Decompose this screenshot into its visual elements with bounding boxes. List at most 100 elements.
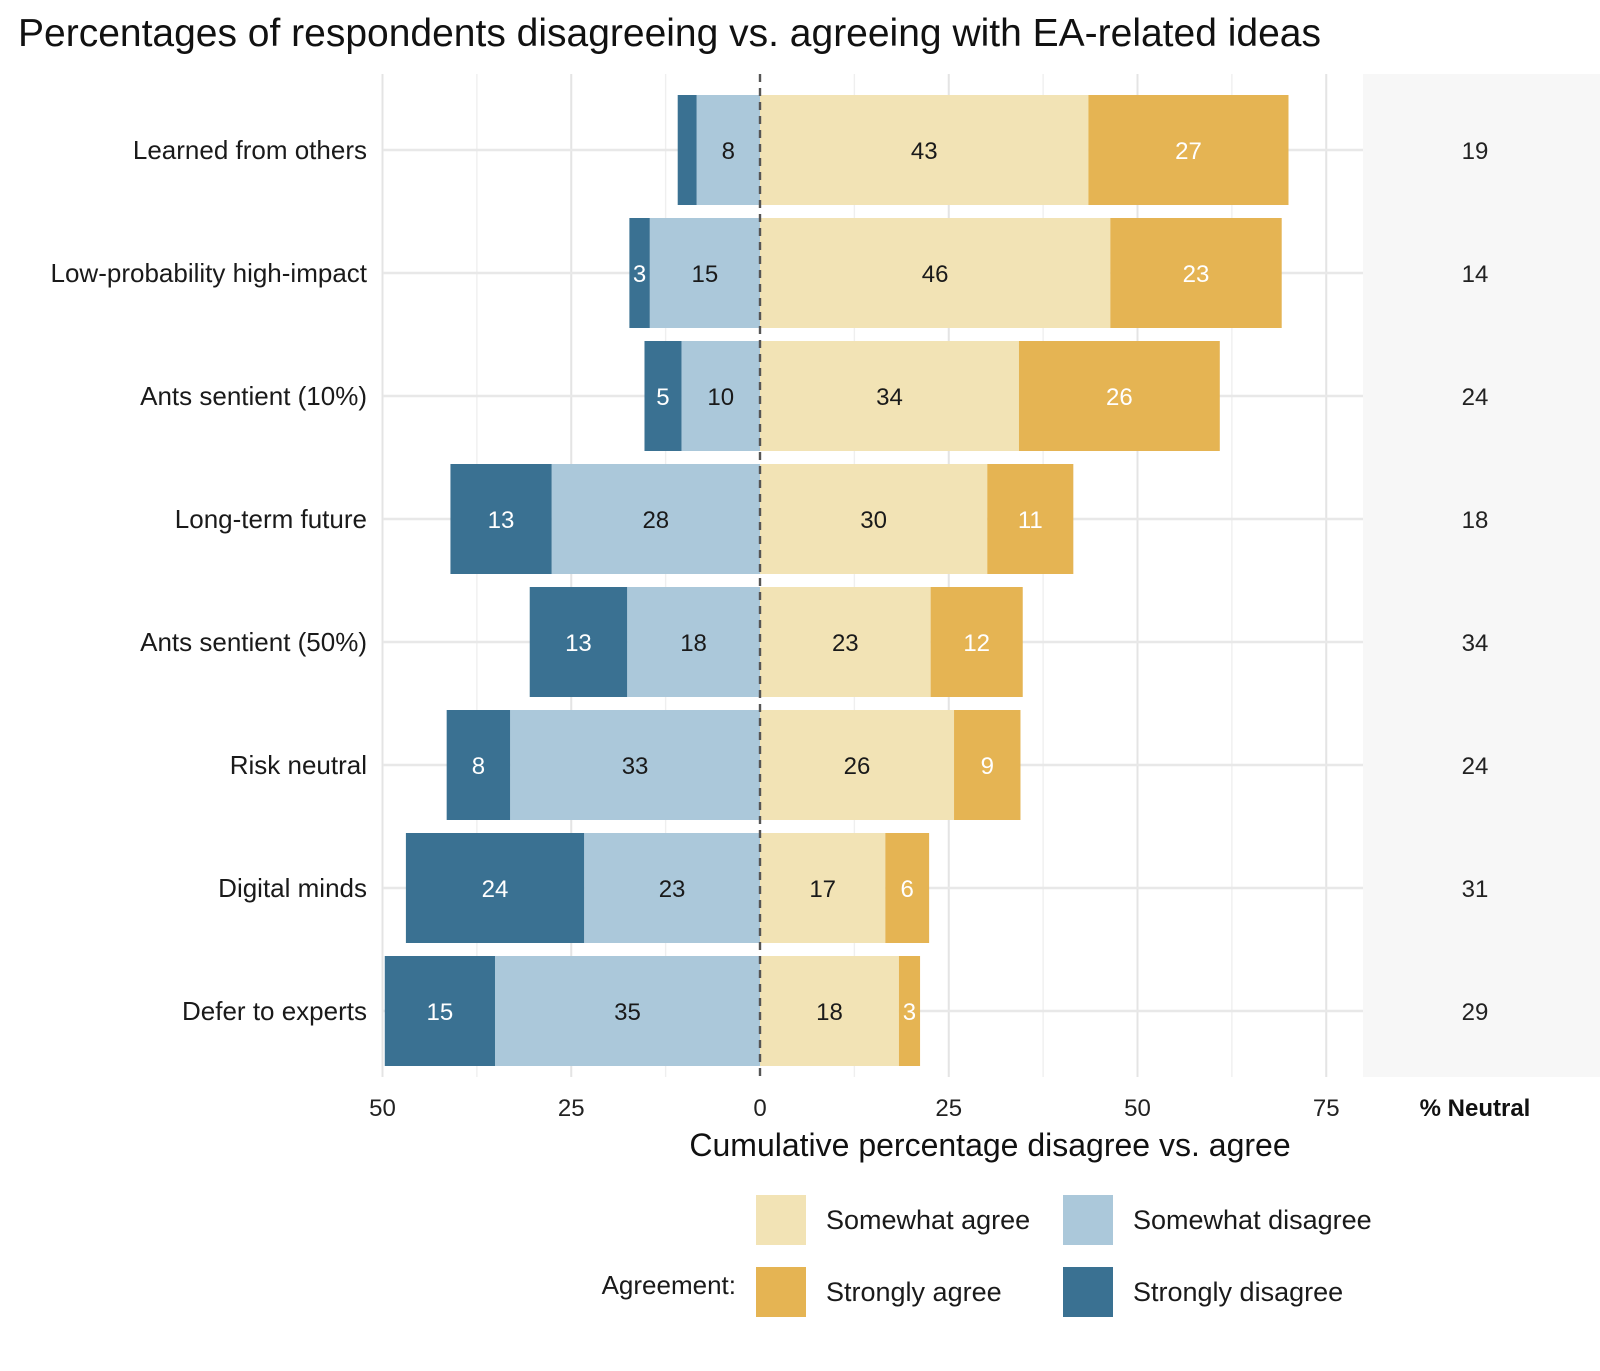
label-strongly-disagree-risk-neutral: 8 <box>472 753 485 780</box>
x-tick-label: 25 <box>935 1095 962 1122</box>
bar-strongly-agree-long-term-future <box>987 464 1074 574</box>
neutral-panel-background <box>1363 74 1600 1077</box>
label-strongly-agree-ants-sentient-10: 26 <box>1106 384 1133 411</box>
x-axis-title: Cumulative percentage disagree vs. agree <box>689 1127 1290 1163</box>
legend-swatch-somewhat-agree <box>756 1195 806 1245</box>
label-strongly-agree-ants-sentient-50: 12 <box>963 630 990 657</box>
category-label-long-term-future: Long-term future <box>175 504 367 534</box>
label-strongly-agree-long-term-future: 11 <box>1018 507 1043 534</box>
label-somewhat-agree-ants-sentient-50: 23 <box>832 630 859 657</box>
bar-somewhat-disagree-low-probability-high-impact <box>649 218 760 328</box>
neutral-value-long-term-future: 18 <box>1462 507 1489 534</box>
legend: Agreement: Somewhat agree Somewhat disagr… <box>602 1195 1372 1317</box>
bar-somewhat-disagree-digital-minds <box>584 833 760 943</box>
bar-strongly-agree-ants-sentient-10 <box>1018 341 1220 451</box>
label-strongly-disagree-ants-sentient-10: 5 <box>656 384 669 411</box>
legend-items: Somewhat agree Somewhat disagree Strongly … <box>756 1195 1372 1317</box>
bar-somewhat-disagree-long-term-future <box>551 464 760 574</box>
label-somewhat-agree-learned-from-others: 43 <box>911 138 938 165</box>
label-strongly-disagree-ants-sentient-50: 13 <box>565 630 592 657</box>
segment-labels: 8 43 27 15 3 46 23 10 5 34 26 28 13 30 11 18 13 23 12 33 8 26… <box>427 138 1210 1026</box>
bar-somewhat-disagree-ants-sentient-50 <box>627 587 760 697</box>
bar-strongly-disagree-risk-neutral <box>446 710 511 820</box>
neutral-values: 19 14 24 18 34 24 31 29 <box>1462 138 1489 1026</box>
label-strongly-agree-digital-minds: 6 <box>901 876 914 903</box>
label-strongly-agree-defer-to-experts: 3 <box>903 999 916 1026</box>
label-somewhat-agree-ants-sentient-10: 34 <box>876 384 903 411</box>
category-label-ants-sentient-50: Ants sentient (50%) <box>140 627 367 657</box>
bar-strongly-disagree-ants-sentient-10 <box>644 341 682 451</box>
x-tick-label: 75 <box>1313 1095 1340 1122</box>
category-label-ants-sentient-10: Ants sentient (10%) <box>140 381 367 411</box>
label-somewhat-disagree-risk-neutral: 33 <box>622 753 649 780</box>
bar-somewhat-agree-risk-neutral <box>760 710 955 820</box>
bar-somewhat-disagree-defer-to-experts <box>494 956 760 1066</box>
neutral-value-ants-sentient-10: 24 <box>1462 384 1489 411</box>
bar-somewhat-agree-long-term-future <box>760 464 988 574</box>
label-strongly-disagree-defer-to-experts: 15 <box>427 999 454 1026</box>
label-somewhat-disagree-digital-minds: 23 <box>659 876 686 903</box>
label-somewhat-agree-low-probability-high-impact: 46 <box>922 261 949 288</box>
label-somewhat-disagree-low-probability-high-impact: 15 <box>692 261 719 288</box>
label-somewhat-agree-long-term-future: 30 <box>860 507 887 534</box>
legend-swatch-somewhat-disagree <box>1063 1195 1113 1245</box>
legend-title: Agreement: <box>602 1270 736 1300</box>
category-label-low-probability-high-impact: Low-probability high-impact <box>51 258 368 288</box>
bar-strongly-agree-ants-sentient-50 <box>930 587 1023 697</box>
label-strongly-disagree-long-term-future: 13 <box>488 507 515 534</box>
bar-strongly-disagree-defer-to-experts <box>384 956 495 1066</box>
bar-strongly-agree-learned-from-others <box>1088 95 1289 205</box>
neutral-value-digital-minds: 31 <box>1462 876 1489 903</box>
chart-title: Percentages of respondents disagreeing v… <box>18 12 1321 55</box>
bar-strongly-disagree-digital-minds <box>405 833 585 943</box>
bar-strongly-agree-defer-to-experts <box>898 956 921 1066</box>
neutral-value-learned-from-others: 19 <box>1462 138 1489 165</box>
label-somewhat-disagree-long-term-future: 28 <box>642 507 669 534</box>
bar-segments <box>384 95 1289 1066</box>
bar-strongly-disagree-ants-sentient-50 <box>529 587 628 697</box>
label-strongly-agree-risk-neutral: 9 <box>981 753 994 780</box>
label-somewhat-disagree-ants-sentient-50: 18 <box>680 630 707 657</box>
label-strongly-agree-learned-from-others: 27 <box>1175 138 1202 165</box>
legend-swatch-strongly-disagree <box>1063 1267 1113 1317</box>
bar-strongly-disagree-learned-from-others <box>677 95 697 205</box>
x-axis-ticks: 50 25 0 25 50 75 <box>369 1095 1339 1122</box>
bar-somewhat-agree-low-probability-high-impact <box>760 218 1111 328</box>
neutral-value-risk-neutral: 24 <box>1462 753 1489 780</box>
bar-somewhat-agree-ants-sentient-50 <box>760 587 931 697</box>
neutral-column-header: % Neutral <box>1420 1095 1531 1122</box>
label-somewhat-agree-digital-minds: 17 <box>809 876 836 903</box>
label-somewhat-disagree-ants-sentient-10: 10 <box>707 384 734 411</box>
neutral-value-ants-sentient-50: 34 <box>1462 630 1489 657</box>
bar-somewhat-agree-learned-from-others <box>760 95 1089 205</box>
category-label-risk-neutral: Risk neutral <box>230 750 367 780</box>
category-label-learned-from-others: Learned from others <box>133 135 367 165</box>
legend-label-somewhat-disagree: Somewhat disagree <box>1133 1205 1372 1235</box>
category-labels: Learned from others Low-probability high-… <box>51 135 368 1026</box>
bar-somewhat-agree-ants-sentient-10 <box>760 341 1019 451</box>
legend-label-somewhat-agree: Somewhat agree <box>826 1205 1030 1235</box>
category-label-digital-minds: Digital minds <box>218 873 367 903</box>
bar-somewhat-disagree-ants-sentient-10 <box>681 341 760 451</box>
label-strongly-agree-low-probability-high-impact: 23 <box>1183 261 1210 288</box>
legend-label-strongly-agree: Strongly agree <box>826 1277 1002 1307</box>
bar-strongly-agree-digital-minds <box>885 833 930 943</box>
legend-label-strongly-disagree: Strongly disagree <box>1133 1277 1343 1307</box>
legend-swatch-strongly-agree <box>756 1267 806 1317</box>
category-label-defer-to-experts: Defer to experts <box>182 996 367 1026</box>
label-somewhat-disagree-defer-to-experts: 35 <box>614 999 641 1026</box>
x-tick-label: 50 <box>369 1095 396 1122</box>
bar-strongly-disagree-long-term-future <box>450 464 552 574</box>
label-somewhat-disagree-learned-from-others: 8 <box>722 138 735 165</box>
label-somewhat-agree-risk-neutral: 26 <box>844 753 871 780</box>
x-tick-label: 0 <box>753 1095 766 1122</box>
label-somewhat-agree-defer-to-experts: 18 <box>816 999 843 1026</box>
x-tick-label: 25 <box>558 1095 585 1122</box>
neutral-value-low-probability-high-impact: 14 <box>1462 261 1489 288</box>
bar-strongly-disagree-low-probability-high-impact <box>629 218 650 328</box>
bar-somewhat-agree-digital-minds <box>760 833 886 943</box>
bar-strongly-agree-low-probability-high-impact <box>1110 218 1282 328</box>
bar-somewhat-disagree-learned-from-others <box>696 95 760 205</box>
